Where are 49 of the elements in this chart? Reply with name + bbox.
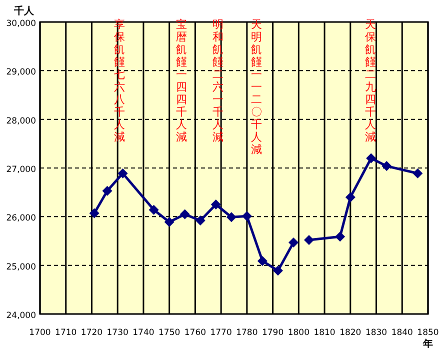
- y-tick-label: 30,000: [6, 19, 36, 29]
- x-tick-label: 1780: [236, 328, 258, 338]
- annotation: 天明飢饉一一二〇千人減: [251, 18, 264, 156]
- point: [242, 211, 252, 222]
- y-tick-label: 26,000: [6, 214, 36, 224]
- y-tick-label: 28,000: [6, 116, 36, 126]
- x-tick-label: 1770: [210, 328, 232, 338]
- point: [412, 168, 423, 178]
- x-tick-label: 1820: [340, 328, 362, 338]
- y-tick-label: 29,000: [6, 68, 36, 78]
- annotation: 享保飢饉七六八千人減: [114, 18, 127, 144]
- point: [102, 186, 112, 196]
- x-tick-label: 1830: [365, 328, 388, 338]
- point: [335, 232, 346, 242]
- y-axis-title: 千人: [13, 5, 35, 17]
- point: [304, 235, 314, 246]
- x-tick-label: 1760: [184, 328, 206, 338]
- x-tick-label: 1700: [29, 328, 51, 338]
- point: [180, 209, 190, 220]
- x-tick-label: 1810: [314, 328, 336, 338]
- x-tick-label: 1710: [55, 328, 77, 338]
- y-tick-label: 24,000: [6, 311, 36, 321]
- x-tick-label: 1750: [158, 328, 180, 338]
- x-tick-label: 1730: [106, 328, 128, 338]
- x-axis-title: 年: [422, 338, 433, 348]
- point: [89, 208, 100, 218]
- x-tick-label: 1790: [262, 328, 284, 338]
- x-tick-label: 1720: [80, 328, 103, 338]
- point: [226, 212, 236, 222]
- y-tick-label: 27,000: [6, 165, 36, 175]
- x-tick-label: 1740: [132, 328, 154, 338]
- point: [272, 266, 283, 276]
- point: [366, 153, 376, 164]
- point: [148, 204, 159, 215]
- point: [382, 161, 392, 172]
- point: [288, 237, 298, 248]
- point: [257, 256, 268, 266]
- annotation: 宝暦飢饉一四四千人減: [176, 18, 189, 144]
- point: [210, 200, 221, 210]
- y-tick-label: 25,000: [6, 262, 36, 272]
- annotation: 天保飢饉二九四千人減: [365, 18, 378, 144]
- annotation: 明和飢饉二六一千人減: [212, 18, 225, 144]
- point: [164, 217, 174, 228]
- point: [195, 216, 206, 226]
- x-tick-label: 1800: [288, 328, 310, 338]
- x-tick-label: 1840: [391, 328, 413, 338]
- point: [345, 192, 356, 202]
- point: [118, 168, 128, 178]
- x-tick-label: 1850: [417, 328, 439, 338]
